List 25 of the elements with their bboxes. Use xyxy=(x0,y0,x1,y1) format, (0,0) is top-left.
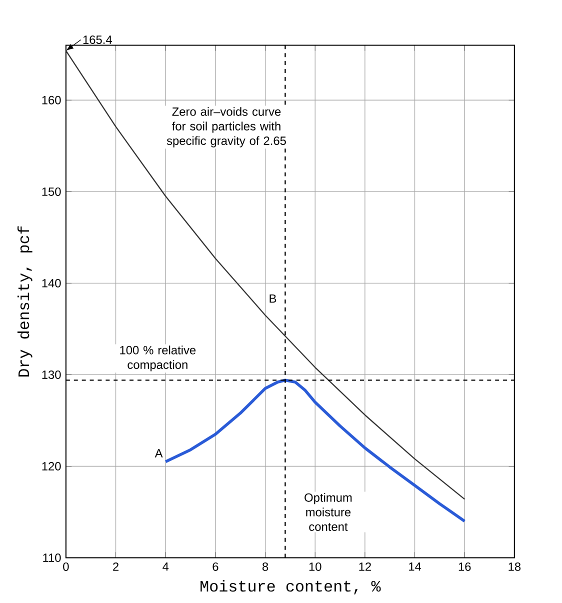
line-series xyxy=(164,378,466,523)
x-tick-label: 12 xyxy=(359,562,372,571)
x-tick-label: 6 xyxy=(212,562,218,571)
ref-line-label: Optimum moisture content xyxy=(304,493,352,531)
y-tick-label: 110 xyxy=(43,554,62,562)
x-tick-label: 14 xyxy=(409,562,422,571)
x-tick-label: 8 xyxy=(262,562,268,571)
annotation: 165.4 xyxy=(84,36,112,44)
y-tick-label: 150 xyxy=(42,187,62,196)
x-tick-label: 2 xyxy=(113,562,119,571)
annotation: A xyxy=(155,449,163,458)
annotation: Zero air–voids curve for soil particles with specific gravity of 2.65 xyxy=(167,107,286,148)
y-tick-label: 130 xyxy=(42,370,62,379)
y-tick-label: 160 xyxy=(42,96,62,104)
y-tick-label: 140 xyxy=(42,278,62,288)
x-tick-label: 18 xyxy=(508,562,521,571)
y-axis-title: Dry density, pcf xyxy=(18,226,33,377)
y-tick-label: 120 xyxy=(42,462,62,470)
x-axis-title: Moisture content, % xyxy=(200,580,382,594)
x-tick-label: 4 xyxy=(162,562,169,571)
ref-line-label: 100 % relative compaction xyxy=(120,346,196,372)
x-tick-label: 0 xyxy=(63,562,70,571)
x-tick-label: 10 xyxy=(310,562,322,571)
x-tick-label: 16 xyxy=(459,562,471,571)
annotation: B xyxy=(270,294,276,303)
